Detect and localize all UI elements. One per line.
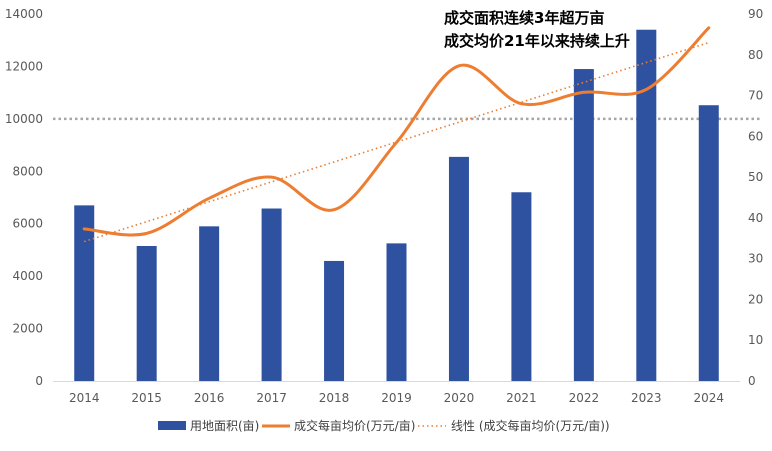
bar-2023 bbox=[636, 29, 657, 381]
annotation-line-1: 成交面积连续3年超万亩 bbox=[444, 9, 604, 27]
price-point-2014 bbox=[83, 227, 86, 230]
price-point-2016 bbox=[208, 197, 211, 200]
left-tick-label: 8000 bbox=[12, 164, 43, 178]
legend-label-line: 成交每亩均价(万元/亩) bbox=[294, 418, 415, 433]
bar-2016 bbox=[199, 226, 220, 381]
right-tick-label: 90 bbox=[748, 7, 763, 21]
price-point-2022 bbox=[582, 91, 585, 94]
right-tick-label: 0 bbox=[748, 374, 756, 388]
left-tick-label: 6000 bbox=[12, 217, 43, 231]
bar-2015 bbox=[136, 245, 157, 381]
left-tick-label: 0 bbox=[35, 374, 43, 388]
left-tick-label: 10000 bbox=[5, 112, 43, 126]
right-tick-label: 40 bbox=[748, 211, 763, 225]
legend: 用地面积(亩) 成交每亩均价(万元/亩) 线性 (成交每亩均价(万元/亩)) bbox=[158, 418, 610, 433]
x-tick-label: 2015 bbox=[131, 391, 162, 405]
x-tick-label: 2017 bbox=[256, 391, 287, 405]
line-series bbox=[82, 26, 711, 237]
right-tick-label: 30 bbox=[748, 252, 763, 266]
right-tick-label: 20 bbox=[748, 292, 763, 306]
bar-series bbox=[74, 29, 719, 382]
bar-2021 bbox=[511, 192, 532, 381]
price-line bbox=[82, 26, 711, 237]
price-point-2020 bbox=[457, 64, 460, 67]
bar-2024 bbox=[698, 105, 719, 382]
x-tick-label: 2023 bbox=[631, 391, 662, 405]
trendline-series bbox=[83, 41, 710, 243]
legend-swatch-bar bbox=[158, 421, 186, 430]
right-tick-label: 70 bbox=[748, 89, 763, 103]
axes: 0 2000 4000 6000 8000 10000 12000 14000 0 10 20 30 4… bbox=[5, 7, 763, 405]
annotation-line-2: 成交均价21年以来持续上升 bbox=[444, 32, 630, 50]
price-point-2021 bbox=[520, 102, 523, 105]
x-tick-label: 2014 bbox=[69, 391, 100, 405]
price-point-2018 bbox=[333, 208, 336, 211]
left-tick-label: 2000 bbox=[12, 322, 43, 336]
x-tick-label: 2016 bbox=[194, 391, 225, 405]
x-tick-label: 2024 bbox=[693, 391, 724, 405]
price-point-2023 bbox=[645, 88, 648, 91]
x-tick-label: 2021 bbox=[506, 391, 537, 405]
x-tick-label: 2018 bbox=[319, 391, 350, 405]
bar-2020 bbox=[448, 156, 469, 381]
price-point-2017 bbox=[270, 176, 273, 179]
left-tick-label: 14000 bbox=[5, 7, 43, 21]
right-tick-label: 80 bbox=[748, 48, 763, 62]
trendline bbox=[83, 41, 710, 243]
price-point-2019 bbox=[395, 141, 398, 144]
price-point-2015 bbox=[145, 232, 148, 235]
right-tick-label: 50 bbox=[748, 170, 763, 184]
bar-2014 bbox=[74, 205, 95, 381]
bar-2017 bbox=[261, 208, 282, 381]
right-tick-label: 10 bbox=[748, 333, 763, 347]
price-point-2024 bbox=[707, 26, 710, 29]
x-tick-label: 2020 bbox=[444, 391, 475, 405]
bar-2019 bbox=[386, 243, 407, 381]
x-tick-label: 2022 bbox=[569, 391, 600, 405]
left-tick-label: 12000 bbox=[5, 59, 43, 73]
bar-2018 bbox=[324, 260, 345, 381]
right-tick-label: 60 bbox=[748, 129, 763, 143]
x-tick-label: 2019 bbox=[381, 391, 412, 405]
legend-label-bar: 用地面积(亩) bbox=[190, 418, 259, 433]
left-tick-label: 4000 bbox=[12, 269, 43, 283]
bar-2022 bbox=[573, 69, 594, 382]
legend-label-trend: 线性 (成交每亩均价(万元/亩)) bbox=[451, 418, 610, 433]
